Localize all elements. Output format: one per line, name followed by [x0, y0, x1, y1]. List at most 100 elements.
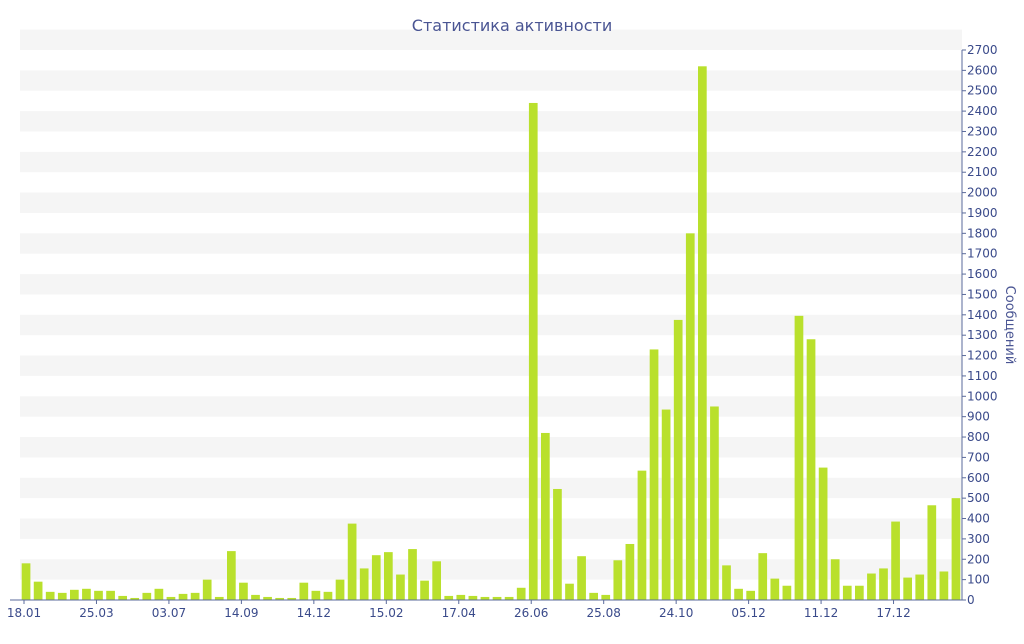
bar — [625, 543, 635, 600]
y-tick-label: 1300 — [967, 328, 998, 342]
y-tick-label: 400 — [967, 512, 990, 526]
bar — [577, 556, 586, 600]
bar — [444, 595, 454, 600]
y-tick-label: 1200 — [967, 349, 998, 363]
bar — [106, 590, 115, 600]
bar — [178, 593, 188, 600]
bar — [408, 549, 417, 600]
bar — [118, 595, 128, 600]
y-tick-label: 1800 — [967, 226, 998, 240]
bar — [214, 596, 224, 600]
bar — [130, 597, 140, 600]
x-tick-label: 25.03 — [79, 606, 113, 620]
bar — [867, 573, 876, 600]
bar — [347, 523, 357, 600]
bar — [770, 578, 780, 600]
bar — [190, 592, 200, 600]
grid-band — [20, 518, 962, 539]
y-tick-label: 2400 — [967, 104, 998, 118]
bar — [734, 588, 743, 600]
bar — [541, 432, 550, 600]
bar — [722, 565, 731, 600]
y-tick-label: 900 — [967, 410, 990, 424]
grid-band — [20, 192, 962, 213]
bar — [637, 470, 647, 600]
bar — [251, 594, 260, 600]
bar — [82, 588, 91, 600]
y-tick-label: 800 — [967, 430, 990, 444]
bar — [710, 406, 719, 600]
y-tick-label: 200 — [967, 552, 990, 566]
bar — [263, 596, 272, 600]
x-tick-label: 11.12 — [804, 606, 838, 620]
bar — [57, 592, 67, 600]
bar — [335, 579, 345, 600]
y-tick-label: 2300 — [967, 124, 998, 138]
y-tick-label: 600 — [967, 471, 990, 485]
bar — [806, 339, 816, 600]
bar — [456, 594, 466, 600]
bar — [698, 66, 707, 601]
bar — [589, 592, 599, 600]
bar — [45, 591, 55, 600]
bar — [903, 577, 913, 600]
y-tick-label: 500 — [967, 491, 990, 505]
bar — [202, 579, 212, 600]
bar — [239, 582, 248, 600]
bar — [384, 552, 393, 600]
bar — [758, 553, 768, 600]
y-tick-label: 1500 — [967, 287, 998, 301]
grid-band — [20, 233, 962, 254]
bar — [855, 585, 864, 600]
grid-band — [20, 70, 962, 91]
y-tick-label: 0 — [967, 593, 975, 607]
y-tick-label: 1700 — [967, 247, 998, 261]
x-tick-label: 15.02 — [369, 606, 403, 620]
x-axis: 18.01 25.03 03.07 14.09 14.12 15.02 17.04 26.06… — [7, 599, 962, 620]
bar — [601, 594, 611, 600]
bar-series — [21, 66, 961, 601]
bar — [166, 596, 176, 600]
bar — [673, 319, 683, 600]
bar — [468, 595, 478, 600]
bar — [420, 580, 429, 600]
grid-band — [20, 151, 962, 173]
y-tick-label: 1900 — [967, 206, 998, 220]
bar — [299, 582, 309, 600]
bar — [842, 585, 852, 600]
bar — [311, 590, 321, 600]
bar — [565, 583, 574, 600]
bar — [396, 574, 405, 600]
y-axis-label: Сообщений — [1002, 286, 1017, 365]
y-tick-label: 1100 — [967, 369, 998, 383]
bar — [794, 315, 804, 600]
bar — [94, 590, 103, 600]
x-tick-label: 14.12 — [297, 606, 331, 620]
grid-band — [20, 396, 962, 417]
x-tick-label: 17.04 — [442, 606, 476, 620]
x-tick-label: 17.12 — [876, 606, 910, 620]
bar — [939, 571, 949, 600]
bar — [661, 409, 671, 600]
bar — [613, 560, 623, 600]
bar — [154, 588, 164, 600]
x-tick-label: 18.01 — [7, 606, 41, 620]
bar — [480, 596, 490, 600]
bar — [528, 102, 538, 601]
bar — [323, 591, 333, 600]
x-tick-label: 05.12 — [731, 606, 765, 620]
bar — [227, 551, 236, 600]
bar — [70, 589, 79, 600]
y-tick-label: 2700 — [967, 43, 998, 57]
bar — [432, 561, 442, 600]
bar — [782, 585, 792, 600]
chart-title: Статистика активности — [412, 16, 612, 35]
x-tick-label: 26.06 — [514, 606, 548, 620]
y-tick-label: 2000 — [967, 186, 998, 200]
bar — [879, 568, 888, 600]
bar — [951, 498, 961, 600]
y-tick-label: 2600 — [967, 63, 998, 77]
bar — [516, 587, 526, 600]
grid-band — [20, 111, 962, 132]
y-tick-label: 2500 — [967, 84, 998, 98]
